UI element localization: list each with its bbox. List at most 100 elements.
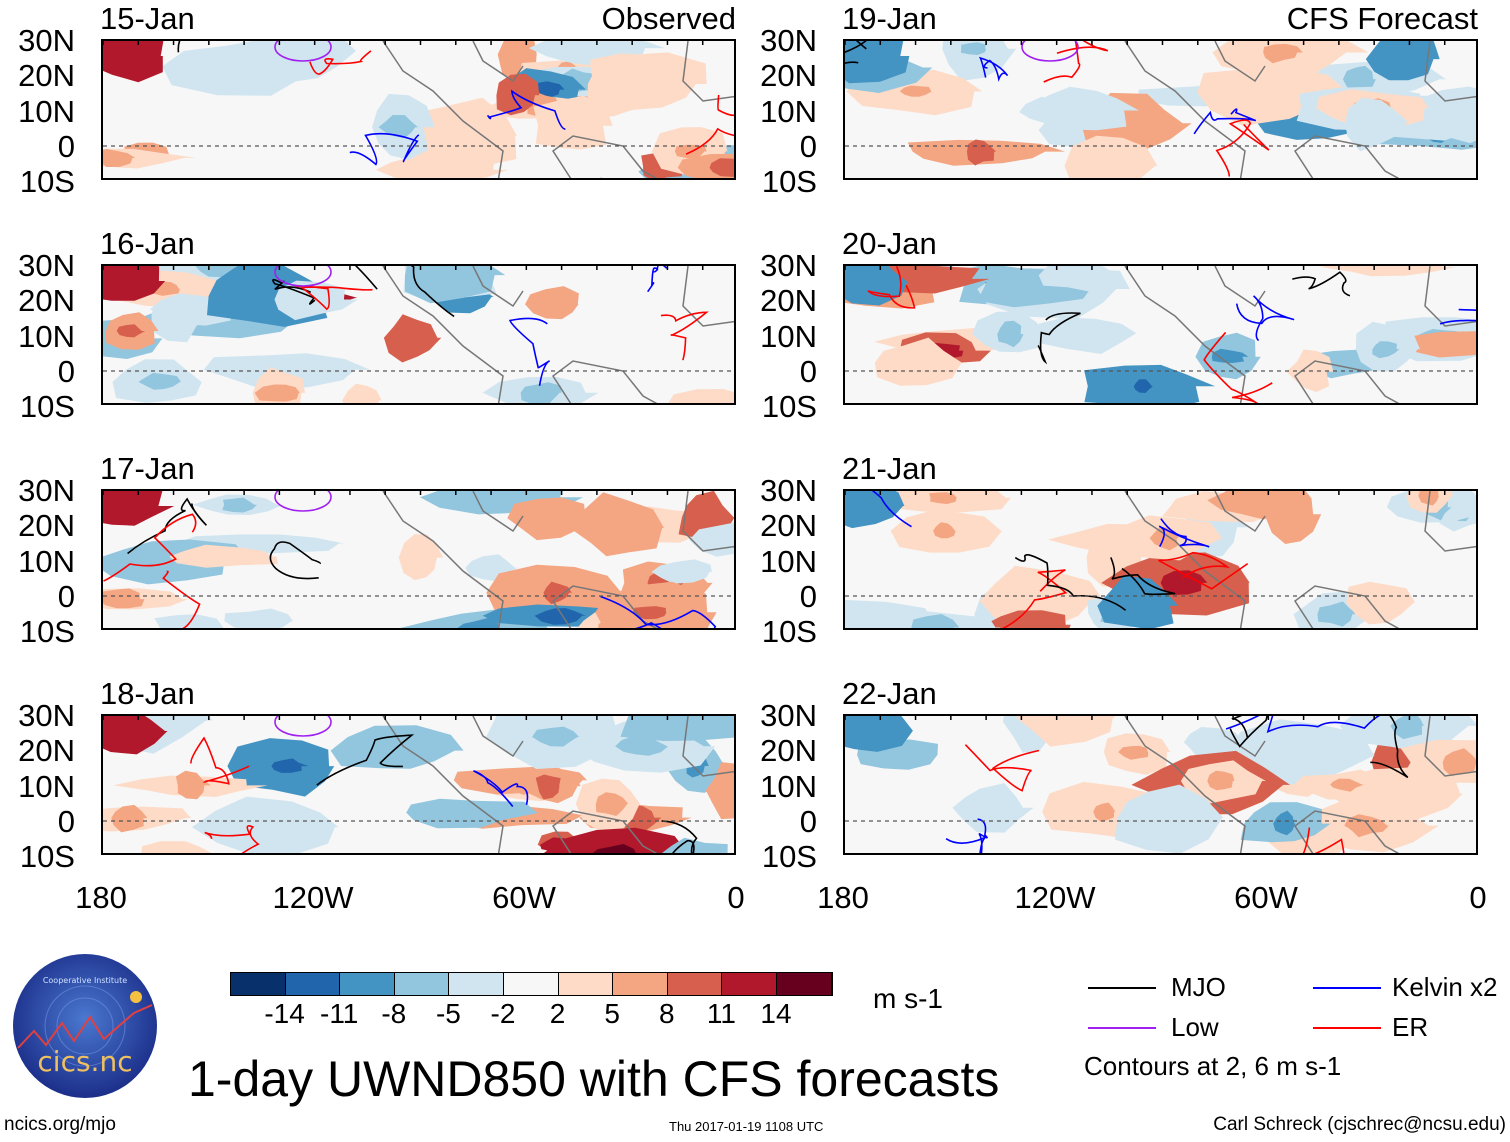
longitude-label: 0 xyxy=(1469,880,1487,915)
easterly-anomaly-shading xyxy=(162,41,323,96)
kelvin-contour xyxy=(473,770,529,808)
wind-anomaly-map xyxy=(843,39,1478,180)
low-contour xyxy=(1021,41,1079,62)
anomaly-core-shading xyxy=(1211,348,1249,363)
colorbar-swatch xyxy=(613,973,668,995)
map-canvas xyxy=(103,491,734,628)
cfs-forecast-label: CFS Forecast xyxy=(1286,1,1478,36)
westerly-anomaly-shading xyxy=(1197,67,1349,126)
easterly-anomaly-shading xyxy=(203,353,371,389)
anomaly-core-shading xyxy=(534,608,586,625)
cics-logo: cics.nc Cooperative Institute xyxy=(12,953,158,1099)
colorbar-tick-label: 11 xyxy=(706,998,736,1029)
anomaly-core-shading xyxy=(1442,748,1476,777)
er-contour xyxy=(190,736,250,785)
anomaly-core-shading xyxy=(1342,65,1376,92)
latitude-label: 20N xyxy=(18,733,75,769)
mjo-contour xyxy=(661,820,698,853)
kelvin-contour xyxy=(349,132,420,166)
longitude-label: 120W xyxy=(272,880,354,915)
anomaly-core-shading xyxy=(138,372,182,390)
colorbar-tick-label: 14 xyxy=(760,998,792,1029)
easterly-anomaly-shading xyxy=(942,41,1017,81)
mjo-contour xyxy=(1370,716,1409,779)
colorbar-swatch xyxy=(394,973,450,995)
wind-anomaly-map xyxy=(843,714,1478,855)
kelvin-contour xyxy=(871,491,912,528)
anomaly-core-shading xyxy=(103,41,164,83)
anomaly-core-shading xyxy=(1207,770,1235,791)
er-contour xyxy=(867,266,916,309)
panel-date-label: 18-Jan xyxy=(100,676,195,711)
colorbar-swatch xyxy=(449,973,504,995)
anomaly-core-shading xyxy=(103,716,168,755)
anomaly-core-shading xyxy=(845,41,910,84)
panel-date-label: 17-Jan xyxy=(100,451,195,486)
westerly-anomaly-shading xyxy=(668,389,734,403)
legend-low-label: Low xyxy=(1171,1012,1219,1042)
latitude-label: 10N xyxy=(760,543,817,579)
mjo-contour xyxy=(354,266,455,318)
latitude-label: 30N xyxy=(18,248,75,283)
latitude-label: 0 xyxy=(799,353,817,389)
anomaly-core-shading xyxy=(933,522,956,539)
kelvin-contour xyxy=(1158,518,1210,548)
kelvin-contour xyxy=(647,266,668,293)
anomaly-core-shading xyxy=(175,770,211,800)
anomaly-core-shading xyxy=(911,614,960,628)
longitude-label: 180 xyxy=(817,880,869,915)
mjo-contour xyxy=(1110,557,1176,596)
colorbar-tick-label: -5 xyxy=(435,998,461,1029)
anomaly-core-shading xyxy=(1317,601,1358,627)
kelvin-contour xyxy=(1193,108,1257,135)
anomaly-core-shading xyxy=(103,491,175,526)
mjo-contour xyxy=(127,497,207,555)
er-contour xyxy=(103,513,197,582)
longitude-label: 180 xyxy=(75,880,127,915)
legend-low-line xyxy=(1088,1027,1156,1029)
panel-date-label: 19-Jan xyxy=(842,1,937,36)
kelvin-contour xyxy=(979,56,1009,82)
easterly-anomaly-shading xyxy=(191,796,339,853)
westerly-anomaly-shading xyxy=(543,827,688,853)
kelvin-contour xyxy=(486,89,566,130)
westerly-anomaly-shading xyxy=(705,762,734,820)
westerly-anomaly-shading xyxy=(874,337,962,386)
latitude-label: 0 xyxy=(57,578,75,614)
latitude-label: 30N xyxy=(760,473,817,508)
legend-contour-note: Contours at 2, 6 m s-1 xyxy=(1084,1051,1342,1081)
colorbar-swatch xyxy=(503,973,559,995)
anomaly-core-shading xyxy=(457,617,499,628)
anomaly-core-shading xyxy=(997,320,1024,348)
er-contour xyxy=(309,50,372,75)
coastline xyxy=(1124,41,1476,178)
legend-er-line xyxy=(1313,1027,1381,1029)
website-link[interactable]: ncics.org/mjo xyxy=(4,1114,116,1135)
anomaly-core-shading xyxy=(532,726,580,747)
anomaly-core-shading xyxy=(103,588,145,609)
anomaly-core-shading xyxy=(595,792,629,816)
anomaly-core-shading xyxy=(103,266,166,301)
mjo-contour xyxy=(269,541,321,580)
colorbar xyxy=(230,972,833,996)
legend-mjo-label: MJO xyxy=(1171,972,1226,1002)
wind-anomaly-map xyxy=(843,264,1478,405)
easterly-anomaly-shading xyxy=(405,266,506,304)
coastline xyxy=(382,266,734,403)
legend-mjo-line xyxy=(1088,987,1156,989)
anomaly-core-shading xyxy=(254,384,300,402)
wind-anomaly-map xyxy=(101,714,736,855)
mjo-contour xyxy=(272,278,316,305)
latitude-label: 10S xyxy=(19,614,75,650)
westerly-anomaly-shading xyxy=(984,610,1071,628)
latitude-label: 0 xyxy=(799,578,817,614)
legend-kelvin-line xyxy=(1313,987,1381,989)
anomaly-core-shading xyxy=(632,606,667,620)
low-contour xyxy=(274,491,332,512)
westerly-anomaly-shading xyxy=(979,565,1104,628)
logo-text: cics.nc xyxy=(37,1045,132,1078)
latitude-label: 20N xyxy=(18,58,75,94)
panel-date-label: 22-Jan xyxy=(842,676,937,711)
anomaly-core-shading xyxy=(709,158,734,178)
latitude-label: 0 xyxy=(799,128,817,164)
